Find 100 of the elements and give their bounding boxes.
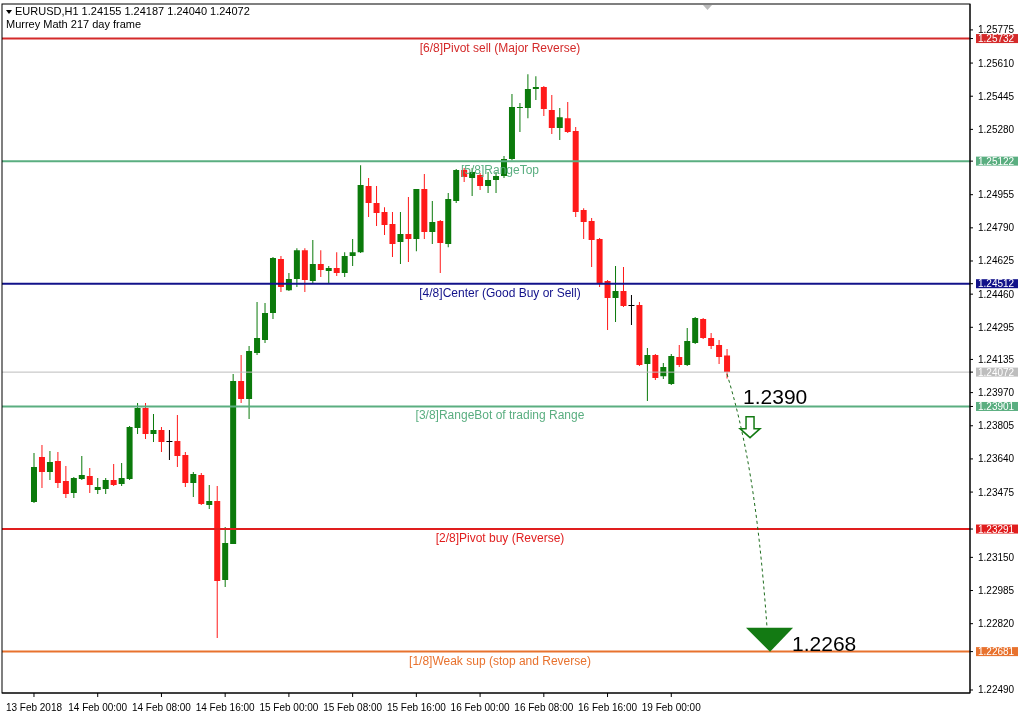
candlestick bbox=[309, 240, 316, 284]
candlestick bbox=[349, 239, 356, 267]
y-tick-label: 1.23901 bbox=[978, 400, 1015, 412]
candlestick bbox=[118, 462, 125, 487]
y-tick-label: 1.24460 bbox=[978, 288, 1015, 300]
y-tick-label: 1.23640 bbox=[978, 453, 1015, 465]
candlestick bbox=[453, 168, 460, 204]
y-tick-label: 1.24790 bbox=[978, 222, 1015, 234]
candlestick bbox=[46, 451, 53, 481]
candlestick bbox=[54, 452, 61, 489]
y-tick-label: 1.24135 bbox=[978, 353, 1015, 365]
candlestick bbox=[540, 85, 547, 117]
candlestick bbox=[277, 255, 284, 292]
y-tick-label: 1.25280 bbox=[978, 123, 1015, 135]
x-tick-label: 15 Feb 08:00 bbox=[323, 702, 383, 713]
y-tick-label: 1.25732 bbox=[978, 33, 1015, 45]
candlestick bbox=[246, 345, 253, 419]
x-tick-label: 16 Feb 00:00 bbox=[450, 702, 510, 713]
y-tick-label: 1.23291 bbox=[978, 523, 1015, 535]
candlestick bbox=[357, 165, 364, 253]
candlestick bbox=[341, 252, 348, 278]
candlestick bbox=[564, 102, 571, 133]
candlestick bbox=[572, 126, 579, 217]
annotation: 1.2268 bbox=[792, 631, 857, 655]
text: Murrey Math 217 day frame bbox=[6, 18, 142, 30]
y-tick-label: 1.22820 bbox=[978, 618, 1015, 630]
candlestick bbox=[429, 201, 436, 245]
y-tick-label: 1.24072 bbox=[978, 366, 1015, 378]
candlestick bbox=[206, 485, 213, 509]
candlestick bbox=[325, 266, 332, 284]
candlestick bbox=[301, 248, 308, 292]
candlestick bbox=[596, 238, 603, 288]
candlestick bbox=[254, 301, 261, 356]
y-tick-label: 1.24295 bbox=[978, 321, 1015, 333]
candlestick bbox=[421, 173, 428, 240]
candlestick bbox=[142, 403, 149, 440]
candlestick bbox=[62, 465, 69, 499]
candlestick bbox=[588, 217, 595, 268]
y-tick-label: 1.22681 bbox=[978, 646, 1015, 658]
candlestick bbox=[365, 178, 372, 217]
candlestick bbox=[70, 477, 77, 499]
x-tick-label: 14 Feb 16:00 bbox=[195, 702, 256, 713]
y-tick-label: 1.24625 bbox=[978, 255, 1015, 267]
ref-line-label: [4/8]Center (Good Buy or Sell) bbox=[419, 285, 581, 300]
candlestick bbox=[724, 349, 731, 379]
candlestick bbox=[158, 426, 165, 453]
candlestick bbox=[238, 355, 245, 404]
x-tick-label: 13 Feb 2018 bbox=[5, 702, 63, 713]
y-tick-label: 1.25610 bbox=[978, 57, 1015, 69]
candlestick bbox=[413, 189, 420, 252]
y-tick-label: 1.25775 bbox=[978, 24, 1015, 36]
candlestick bbox=[269, 256, 276, 320]
x-tick-label: 16 Feb 08:00 bbox=[514, 702, 574, 713]
x-tick-label: 14 Feb 00:00 bbox=[68, 702, 128, 713]
candlestick bbox=[668, 354, 675, 385]
x-tick-label: 15 Feb 16:00 bbox=[386, 702, 447, 713]
candlestick bbox=[445, 193, 452, 248]
ref-line-label: [3/8]RangeBot of trading Range bbox=[415, 408, 585, 423]
x-tick-label: 19 Feb 00:00 bbox=[641, 702, 702, 713]
candlestick bbox=[110, 463, 117, 487]
y-tick-label: 1.23970 bbox=[978, 387, 1015, 399]
candlestick bbox=[293, 248, 300, 288]
candlestick bbox=[86, 467, 93, 494]
candlestick bbox=[373, 186, 380, 227]
candlestick bbox=[190, 471, 197, 498]
candlestick bbox=[692, 317, 699, 344]
candlestick bbox=[198, 472, 205, 505]
candlestick bbox=[652, 354, 659, 380]
candlestick bbox=[684, 328, 691, 367]
candlestick bbox=[524, 74, 531, 119]
candlestick bbox=[612, 266, 619, 323]
ref-line-label: [2/8]Pivot buy (Reverse) bbox=[435, 531, 565, 546]
candlestick bbox=[182, 452, 189, 488]
candlestick bbox=[532, 76, 539, 101]
y-tick-label: 1.24955 bbox=[978, 189, 1015, 201]
y-tick-label: 1.23805 bbox=[978, 420, 1015, 432]
candlestick bbox=[716, 339, 723, 365]
candlestick bbox=[620, 267, 627, 308]
candlestick bbox=[94, 478, 101, 495]
candlestick bbox=[708, 332, 715, 349]
candlestick bbox=[580, 208, 587, 240]
candlestick bbox=[556, 108, 563, 141]
y-tick-label: 1.25122 bbox=[978, 155, 1015, 167]
candlestick bbox=[214, 486, 221, 638]
candlestick bbox=[134, 403, 141, 434]
candlestick bbox=[38, 445, 45, 489]
ref-line-label: [1/8]Weak sup (stop and Reverse) bbox=[409, 653, 591, 668]
candlestick bbox=[174, 415, 181, 467]
candlestick bbox=[166, 429, 173, 460]
y-tick-label: 1.23475 bbox=[978, 486, 1015, 498]
candlestick bbox=[78, 456, 85, 481]
ref-line-label: [6/8]Pivot sell (Major Reverse) bbox=[419, 40, 581, 55]
y-tick-label: 1.25445 bbox=[978, 90, 1015, 102]
x-tick-label: 14 Feb 08:00 bbox=[131, 702, 192, 713]
candlestick bbox=[628, 294, 635, 326]
candlestick bbox=[126, 425, 133, 481]
candlestick bbox=[516, 103, 523, 132]
y-tick-label: 1.23150 bbox=[978, 551, 1015, 563]
y-tick-label: 1.22985 bbox=[978, 585, 1015, 597]
candlestick bbox=[150, 414, 157, 443]
